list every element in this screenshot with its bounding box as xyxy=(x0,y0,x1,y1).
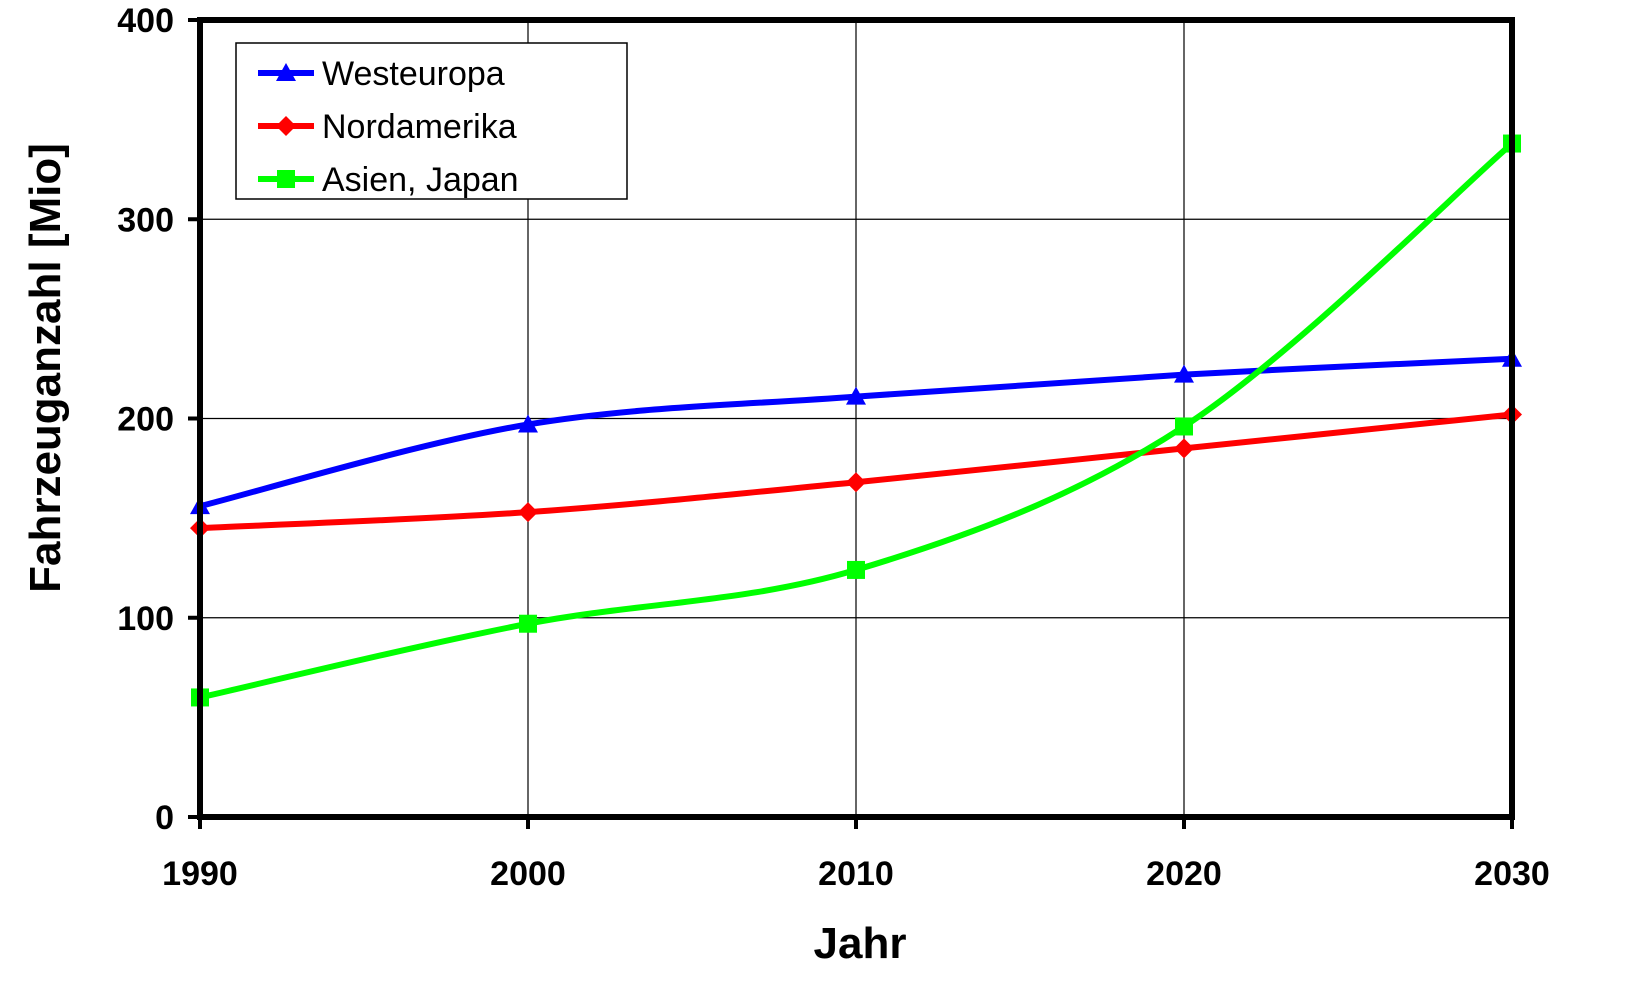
data-point xyxy=(846,386,866,405)
legend-marker xyxy=(276,63,296,81)
series-layer xyxy=(190,134,1522,707)
legend-label: Asien, Japan xyxy=(322,161,519,199)
legend-item: Nordamerika xyxy=(258,108,517,146)
data-point xyxy=(1174,364,1194,383)
legend-item: Asien, Japan xyxy=(258,161,519,199)
x-tick-label: 2000 xyxy=(490,855,566,893)
legend-label: Nordamerika xyxy=(322,108,517,146)
y-tick-label: 200 xyxy=(117,401,174,439)
x-tick-label: 2020 xyxy=(1146,855,1222,893)
y-axis-title: Fahrzeuganzahl [Mio] xyxy=(21,143,70,593)
data-point xyxy=(1174,438,1194,459)
x-tick-label: 2010 xyxy=(818,855,894,893)
data-point xyxy=(846,472,866,493)
legend: Westeuropa Nordamerika Asien, Japan xyxy=(235,42,628,200)
data-point xyxy=(518,414,538,433)
legend-label: Westeuropa xyxy=(322,55,505,93)
tick-labels: 1990 2000 2010 2020 2030 0 100 200 300 400 xyxy=(117,2,1550,893)
legend-item: Westeuropa xyxy=(258,55,505,93)
axis-ticks xyxy=(188,18,1514,829)
series-1 xyxy=(190,404,1522,539)
y-tick-label: 100 xyxy=(117,600,174,638)
data-point xyxy=(519,614,537,633)
y-tick-label: 0 xyxy=(155,799,174,837)
legend-marker xyxy=(276,116,296,136)
data-point xyxy=(847,560,865,579)
legend-marker xyxy=(277,170,295,188)
legend-box xyxy=(235,42,628,200)
x-axis-title: Jahr xyxy=(814,919,907,968)
series-2 xyxy=(191,134,1521,707)
y-tick-label: 400 xyxy=(117,2,174,40)
data-point xyxy=(1175,417,1193,436)
y-tick-label: 300 xyxy=(117,201,174,239)
x-tick-label: 2030 xyxy=(1474,855,1550,893)
data-point xyxy=(518,502,538,523)
x-tick-label: 1990 xyxy=(162,855,238,893)
